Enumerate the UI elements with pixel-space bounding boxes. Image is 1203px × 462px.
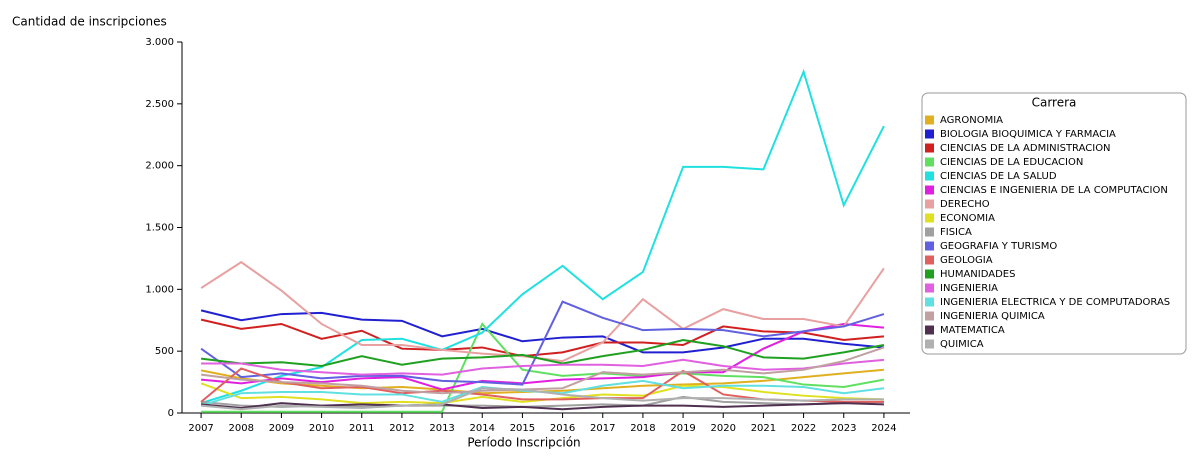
legend-swatch (925, 199, 934, 209)
legend-swatch (925, 311, 934, 321)
x-tick-label: 2012 (389, 423, 414, 434)
x-tick-label: 2007 (188, 423, 213, 434)
legend-label: MATEMATICA (940, 325, 1005, 336)
legend-label: INGENIERIA QUIMICA (940, 311, 1045, 322)
legend-label: GEOGRAFIA Y TURISMO (940, 241, 1057, 252)
x-tick-label: 2022 (791, 423, 816, 434)
legend-swatch (925, 185, 934, 195)
series-line (200, 402, 884, 411)
legend-label: CIENCIAS DE LA SALUD (940, 171, 1057, 182)
legend-swatch (925, 339, 934, 349)
legend-swatch (925, 325, 934, 335)
series-line (200, 322, 885, 391)
series-line (200, 300, 885, 386)
legend-label: CIENCIAS E INGENIERIA DE LA COMPUTACION (940, 185, 1168, 196)
series-line (200, 309, 885, 354)
legend-label: QUIMICA (940, 339, 984, 350)
y-tick-label: 500 (155, 346, 174, 357)
y-tick-label: 1.000 (145, 284, 174, 295)
series-line (201, 322, 885, 413)
legend-swatch (925, 283, 934, 293)
series-line (200, 260, 885, 363)
legend-label: INGENIERIA ELECTRICA Y DE COMPUTADORAS (940, 297, 1170, 308)
legend-swatch (925, 129, 934, 139)
x-tick-label: 2023 (831, 423, 856, 434)
legend-label: DERECHO (940, 199, 990, 210)
legend-swatch (925, 157, 934, 167)
x-tick-label: 2015 (510, 423, 535, 434)
legend-label: FISICA (940, 227, 972, 238)
series-line (200, 346, 885, 395)
legend-swatch (925, 241, 934, 251)
series-line (201, 358, 885, 376)
x-tick-label: 2017 (590, 423, 615, 434)
y-tick-label: 0 (168, 408, 174, 419)
legend-label: INGENIERIA (940, 283, 998, 294)
x-axis-title: Período Inscripción (467, 436, 580, 450)
legend-swatch (925, 255, 934, 265)
legend-label: AGRONOMIA (940, 115, 1003, 126)
legend-swatch (925, 115, 934, 125)
x-tick-label: 2009 (269, 423, 294, 434)
series-line (200, 339, 885, 368)
series-line (200, 318, 885, 358)
x-tick-label: 2020 (711, 423, 736, 434)
y-tick-label: 2.500 (145, 99, 174, 110)
y-axis-title: Cantidad de inscripciones (12, 15, 167, 29)
y-tick-label: 3.000 (145, 37, 174, 48)
legend-swatch (925, 213, 934, 223)
x-tick-label: 2014 (470, 423, 495, 434)
x-tick-label: 2021 (751, 423, 776, 434)
legend-label: GEOLOGIA (940, 255, 993, 266)
legend-box (921, 92, 1187, 355)
y-tick-label: 1.500 (145, 223, 174, 234)
x-tick-label: 2016 (550, 423, 575, 434)
legend-label: ECONOMIA (940, 213, 995, 224)
x-tick-label: 2019 (670, 423, 695, 434)
series-line (200, 387, 884, 411)
legend-swatch (925, 227, 934, 237)
legend-label: CIENCIAS DE LA ADMINISTRACION (940, 143, 1111, 154)
legend-swatch (925, 269, 934, 279)
legend-swatch (925, 171, 934, 181)
legend-label: CIENCIAS DE LA EDUCACION (940, 157, 1083, 168)
legend-title: Carrera (1032, 96, 1077, 110)
legend-swatch (925, 297, 934, 307)
x-tick-label: 2018 (630, 423, 655, 434)
series-line (200, 68, 885, 405)
x-tick-label: 2024 (871, 423, 896, 434)
x-tick-label: 2013 (429, 423, 454, 434)
legend-label: HUMANIDADES (940, 269, 1015, 280)
x-tick-label: 2008 (229, 423, 254, 434)
x-tick-label: 2010 (309, 423, 334, 434)
legend-label: BIOLOGIA BIOQUIMICA Y FARMACIA (940, 129, 1116, 140)
y-tick-label: 2.000 (145, 161, 174, 172)
legend-swatch (925, 143, 934, 153)
x-tick-label: 2011 (349, 423, 374, 434)
